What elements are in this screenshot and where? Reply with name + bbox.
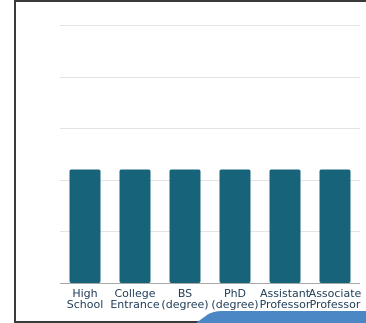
x-tick-label: Assistant [260,287,311,300]
bar [269,169,301,283]
x-tick-label: Professor [260,298,311,311]
frame-left-border [14,0,16,323]
decorative-accent-shape [196,311,366,323]
x-tick-label: PhD [224,287,246,300]
frame-bottom-border [14,321,366,323]
x-tick-label: (degree) [211,298,258,311]
x-tick-label: High [72,287,97,300]
x-tick-label: School [67,298,104,311]
frame-top-border [14,0,366,2]
bar [219,169,251,283]
bar [69,169,101,283]
bar [119,169,151,283]
x-tick-label: (degree) [161,298,208,311]
bar [169,169,201,283]
grid-lines [60,25,360,232]
bar [319,169,351,283]
x-tick-label: Professor [310,298,361,311]
x-tick-label: College [114,287,155,300]
x-tick-labels: HighSchoolCollegeEntranceBS(degree)PhD(d… [67,287,362,311]
bars [69,169,351,283]
x-tick-label: Associate [309,287,362,300]
x-tick-label: BS [178,287,192,300]
x-tick-label: Entrance [110,298,160,311]
